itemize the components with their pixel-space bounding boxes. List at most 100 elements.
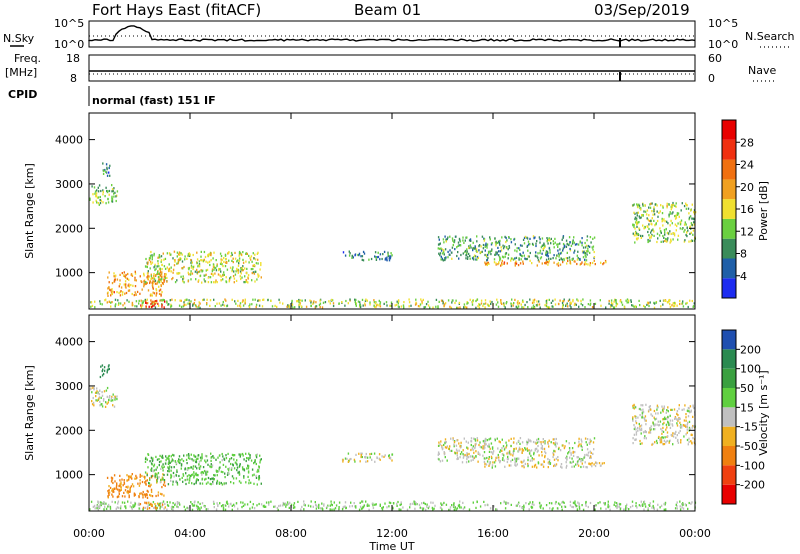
- echo-cell: [677, 222, 679, 225]
- echo-cell: [649, 502, 651, 505]
- echo-cell: [167, 462, 170, 465]
- echo-cell: [238, 252, 241, 255]
- echo-cell: [665, 508, 667, 511]
- echo-cell: [291, 299, 293, 302]
- echo-cell: [355, 506, 357, 509]
- echo-cell: [639, 216, 641, 220]
- echo-cell: [113, 272, 115, 275]
- echo-cell: [331, 504, 333, 507]
- echo-cell: [342, 458, 344, 461]
- echo-cell: [677, 212, 680, 215]
- echo-cell: [303, 500, 305, 503]
- echo-cell: [636, 211, 638, 215]
- echo-cell: [572, 257, 574, 260]
- echo-cell: [605, 261, 607, 264]
- echo-cell: [471, 303, 474, 306]
- echo-cell: [589, 262, 592, 265]
- echo-cell: [175, 480, 177, 483]
- echo-cell: [129, 490, 131, 493]
- echo-cell: [682, 300, 684, 303]
- echo-cell: [371, 502, 374, 505]
- echo-cell: [592, 248, 594, 251]
- echo-cell: [146, 281, 148, 285]
- noise-right-tick-bottom: 10^0: [708, 38, 738, 51]
- echo-cell: [632, 304, 634, 307]
- echo-cell: [222, 300, 224, 304]
- echo-cell: [216, 481, 218, 484]
- echo-cell: [112, 399, 114, 402]
- echo-cell: [633, 424, 635, 427]
- echo-cell: [683, 419, 686, 422]
- echo-cell: [127, 500, 129, 503]
- echo-cell: [375, 503, 377, 506]
- echo-cell: [603, 262, 605, 265]
- echo-cell: [124, 275, 126, 278]
- echo-cell: [372, 506, 375, 510]
- echo-cell: [99, 389, 101, 392]
- echo-cell: [135, 474, 137, 477]
- echo-cell: [93, 186, 96, 189]
- echo-cell: [144, 501, 146, 504]
- echo-cell: [157, 494, 159, 497]
- echo-cell: [495, 508, 497, 511]
- echo-cell: [472, 247, 474, 250]
- echo-cell: [439, 247, 441, 250]
- echo-cell: [211, 464, 214, 467]
- echo-cell: [91, 400, 93, 403]
- echo-cell: [547, 255, 549, 258]
- echo-cell: [171, 298, 173, 301]
- echo-cell: [241, 276, 243, 279]
- echo-cell: [535, 447, 538, 450]
- date-label: 03/Sep/2019: [594, 1, 690, 19]
- echo-cell: [247, 277, 249, 280]
- echo-cell: [168, 263, 170, 266]
- echo-cell: [146, 493, 148, 496]
- echo-cell: [226, 268, 229, 271]
- echo-cell: [548, 298, 550, 301]
- echo-cell: [225, 280, 227, 283]
- echo-cell: [660, 441, 663, 444]
- echo-cell: [397, 305, 400, 308]
- echo-cell: [650, 236, 652, 239]
- echo-cell: [362, 259, 365, 262]
- echo-cell: [108, 367, 110, 371]
- echo-cell: [683, 205, 686, 208]
- echo-cell: [116, 488, 119, 491]
- echo-cell: [483, 446, 485, 449]
- echo-cell: [450, 437, 452, 440]
- echo-cell: [421, 502, 423, 505]
- echo-cell: [634, 305, 637, 308]
- echo-cell: [508, 246, 511, 249]
- echo-cell: [273, 505, 275, 508]
- echo-cell: [641, 416, 644, 419]
- echo-cell: [575, 463, 577, 466]
- echo-cell: [360, 255, 362, 258]
- echo-cell: [684, 221, 686, 224]
- echo-cell: [157, 256, 159, 259]
- echo-cell: [128, 475, 131, 478]
- echo-cell: [107, 276, 109, 279]
- echo-cell: [684, 228, 686, 232]
- echo-cell: [207, 255, 209, 258]
- echo-cell: [195, 460, 197, 463]
- echo-cell: [586, 466, 588, 469]
- echo-cell: [469, 254, 471, 258]
- echo-cell: [494, 459, 497, 462]
- echo-cell: [430, 501, 432, 504]
- echo-cell: [542, 465, 545, 468]
- echo-cell: [220, 275, 222, 278]
- echo-cell: [298, 298, 300, 302]
- echo-cell: [344, 254, 347, 257]
- echo-cell: [172, 271, 174, 274]
- echo-cell: [475, 249, 477, 252]
- echo-cell: [125, 276, 127, 279]
- echo-cell: [544, 244, 546, 247]
- echo-cell: [574, 503, 577, 506]
- echo-cell: [584, 252, 587, 255]
- echo-cell: [183, 454, 185, 457]
- echo-cell: [230, 462, 232, 466]
- echo-cell: [392, 502, 395, 505]
- echo-cell: [663, 299, 665, 302]
- echo-cell: [184, 255, 186, 258]
- echo-cell: [665, 428, 667, 431]
